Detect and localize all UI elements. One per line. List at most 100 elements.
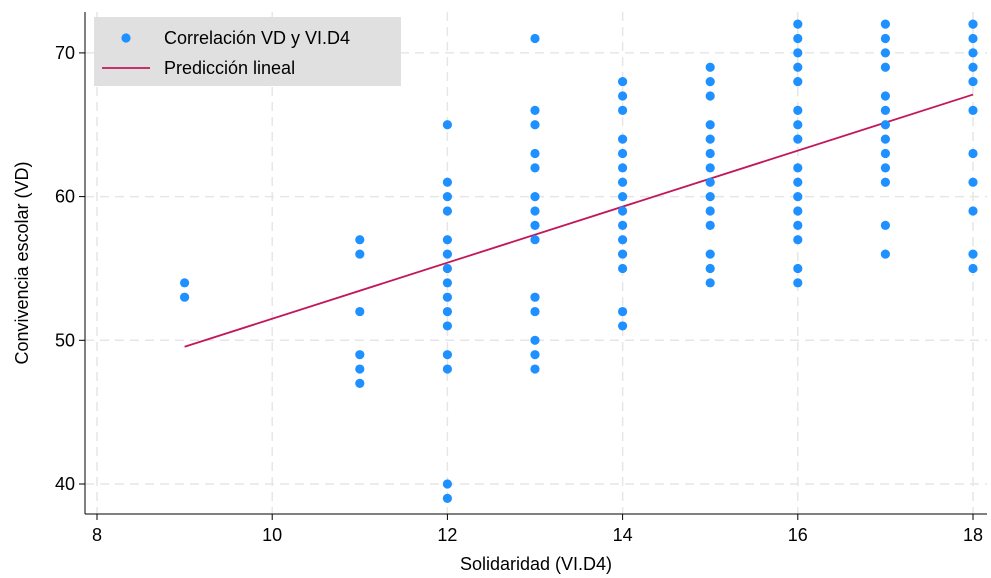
- axes: 8 10 12 14 16 18 40 50 60 70: [55, 12, 987, 545]
- scatter-point: [705, 249, 715, 259]
- scatter-point: [442, 177, 452, 187]
- scatter-point: [442, 192, 452, 202]
- scatter-point: [530, 292, 540, 302]
- scatter-point: [618, 148, 628, 159]
- scatter-point: [793, 163, 803, 173]
- legend: Correlación VD y VI.D4 Predicción lineal: [94, 17, 401, 86]
- scatter-point: [355, 364, 365, 374]
- scatter-point: [880, 177, 891, 187]
- scatter-point: [793, 105, 803, 115]
- scatter-point: [793, 278, 803, 288]
- legend-label-scatter: Correlación VD y VI.D4: [164, 28, 350, 48]
- x-tick-label: 8: [92, 525, 102, 545]
- scatter-point: [618, 206, 628, 216]
- scatter-point: [442, 479, 452, 489]
- scatter-point: [705, 148, 715, 159]
- legend-background: [94, 17, 401, 86]
- scatter-point: [793, 177, 803, 187]
- scatter-point: [705, 192, 715, 202]
- series-layer: [180, 19, 978, 503]
- scatter-point: [618, 306, 628, 317]
- x-tick-label: 18: [963, 525, 983, 545]
- scatter-point: [530, 235, 540, 245]
- scatter-point: [530, 350, 540, 360]
- scatter-point: [355, 235, 365, 245]
- scatter-point: [968, 77, 978, 87]
- scatter-point: [530, 163, 540, 173]
- scatter-point: [793, 62, 803, 72]
- scatter-point: [618, 321, 628, 331]
- scatter-point: [968, 33, 978, 44]
- scatter-point: [442, 306, 452, 317]
- scatter-point: [880, 120, 891, 130]
- scatter-point: [618, 220, 628, 230]
- scatter-point: [705, 177, 715, 187]
- scatter-point: [968, 177, 978, 187]
- scatter-point: [355, 306, 365, 317]
- scatter-point: [530, 148, 540, 159]
- legend-marker-scatter: [121, 33, 131, 43]
- scatter-point: [705, 278, 715, 288]
- scatter-point: [968, 148, 978, 159]
- x-tick-label: 14: [613, 525, 633, 545]
- scatter-point: [880, 91, 891, 101]
- grid-lines: [85, 12, 987, 514]
- scatter-point: [793, 134, 803, 144]
- scatter-point: [880, 48, 891, 58]
- scatter-point: [530, 220, 540, 230]
- scatter-point: [793, 33, 803, 44]
- scatter-point: [618, 134, 628, 144]
- scatter-point: [880, 105, 891, 115]
- scatter-point: [705, 77, 715, 87]
- scatter-point: [793, 77, 803, 87]
- y-tick-label: 70: [55, 43, 75, 63]
- scatter-point: [618, 235, 628, 245]
- scatter-point: [355, 350, 365, 360]
- scatter-point: [880, 163, 891, 173]
- scatter-point: [530, 192, 540, 202]
- x-tick-label: 16: [788, 525, 808, 545]
- scatter-point: [793, 263, 803, 274]
- scatter-point: [530, 306, 540, 317]
- scatter-point: [618, 249, 628, 259]
- scatter-point: [355, 378, 365, 389]
- scatter-point: [705, 263, 715, 274]
- scatter-point: [880, 249, 891, 259]
- prediction-line: [184, 93, 974, 348]
- x-tick-label: 10: [262, 525, 282, 545]
- scatter-point: [442, 206, 452, 216]
- scatter-point: [618, 263, 628, 274]
- scatter-point: [618, 77, 628, 87]
- y-tick-label: 60: [55, 187, 75, 207]
- scatter-point: [530, 364, 540, 374]
- scatter-point: [793, 192, 803, 202]
- scatter-point: [530, 206, 540, 216]
- scatter-point: [442, 321, 452, 331]
- scatter-point: [618, 105, 628, 115]
- x-axis-title: Solidaridad (VI.D4): [460, 554, 612, 574]
- scatter-point: [530, 335, 540, 345]
- legend-label-line: Predicción lineal: [164, 58, 295, 78]
- scatter-point: [442, 120, 452, 130]
- scatter-point: [442, 350, 452, 360]
- y-axis-title: Convivencia escolar (VD): [12, 161, 32, 364]
- scatter-point: [180, 292, 190, 302]
- scatter-point: [793, 206, 803, 216]
- scatter-point: [968, 105, 978, 115]
- scatter-point: [705, 206, 715, 216]
- scatter-point: [442, 263, 452, 274]
- scatter-point: [705, 163, 715, 173]
- scatter-point: [880, 19, 891, 29]
- scatter-point: [530, 120, 540, 130]
- scatter-point: [530, 105, 540, 115]
- y-tick-label: 40: [55, 474, 75, 494]
- scatter-point: [880, 134, 891, 144]
- scatter-point: [180, 278, 190, 288]
- scatter-point: [705, 220, 715, 230]
- scatter-point: [618, 163, 628, 173]
- scatter-point: [618, 177, 628, 187]
- x-tick-label: 12: [437, 525, 457, 545]
- scatter-point: [618, 192, 628, 202]
- scatter-point: [442, 235, 452, 245]
